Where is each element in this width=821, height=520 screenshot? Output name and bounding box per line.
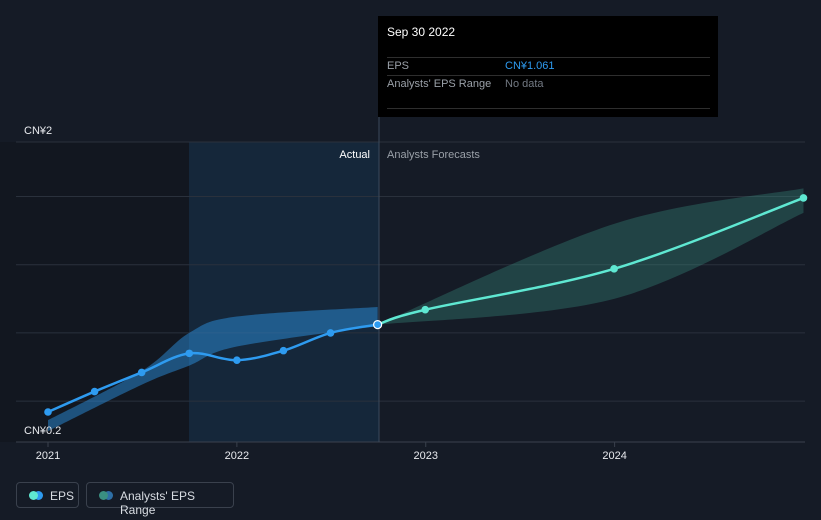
x-tick-label: 2021: [36, 450, 60, 462]
legend-eps[interactable]: EPS: [16, 482, 79, 508]
tooltip-eps-row: EPS CN¥1.061: [387, 57, 710, 76]
tooltip-range-label: Analysts' EPS Range: [387, 78, 492, 90]
data-point[interactable]: [279, 346, 288, 355]
legend-range-swatch-2: [104, 491, 113, 500]
tooltip-date: Sep 30 2022: [387, 25, 456, 39]
grid: [16, 141, 805, 443]
tooltip-divider: [387, 108, 710, 109]
eps-points: [44, 194, 808, 416]
y-axis-top-label: CN¥2: [24, 125, 52, 137]
legend-range[interactable]: Analysts' EPS Range: [86, 482, 234, 517]
series-line-0: [47, 323, 378, 414]
legend-range-label: Analysts' EPS Range: [120, 489, 195, 517]
x-tick-label: 2023: [413, 450, 437, 462]
actual-label: Actual: [339, 149, 370, 161]
data-point[interactable]: [326, 329, 335, 337]
eps-lines: [47, 196, 804, 414]
tooltip-range-value: No data: [505, 78, 544, 90]
tooltip-eps-label: EPS: [387, 60, 410, 72]
x-tick-label: 2022: [225, 450, 249, 462]
data-point[interactable]: [610, 265, 618, 273]
tooltip-eps-value: CN¥1.061: [505, 60, 555, 72]
past-region-highlight: [189, 142, 379, 442]
range-band-0: [48, 307, 378, 432]
x-tick-label: 2024: [602, 450, 626, 462]
data-point[interactable]: [90, 387, 99, 396]
range-band-1: [377, 188, 804, 325]
legend-eps-swatch-1: [29, 491, 38, 500]
data-point[interactable]: [799, 194, 808, 202]
tooltip: Sep 30 2022 EPS CN¥1.061 Analysts' EPS R…: [378, 16, 718, 117]
range-bands: [48, 188, 804, 432]
series-line-1: [377, 196, 804, 326]
data-point[interactable]: [421, 305, 430, 314]
y-axis-bottom-label: CN¥0.2: [24, 425, 61, 437]
x-axis-ticks: 2021 2022 2023 2024: [36, 442, 627, 462]
data-point[interactable]: [233, 356, 241, 364]
legend-eps-swatch-2: [34, 491, 43, 500]
data-point[interactable]: [185, 349, 194, 358]
data-point[interactable]: [137, 368, 146, 377]
data-point[interactable]: [373, 319, 383, 330]
legend-range-swatch-1: [99, 491, 108, 500]
data-point[interactable]: [44, 408, 52, 416]
forecast-label: Analysts Forecasts: [387, 149, 480, 161]
legend-eps-label: EPS: [50, 489, 75, 503]
tooltip-range-row: Analysts' EPS Range No data: [387, 75, 710, 94]
